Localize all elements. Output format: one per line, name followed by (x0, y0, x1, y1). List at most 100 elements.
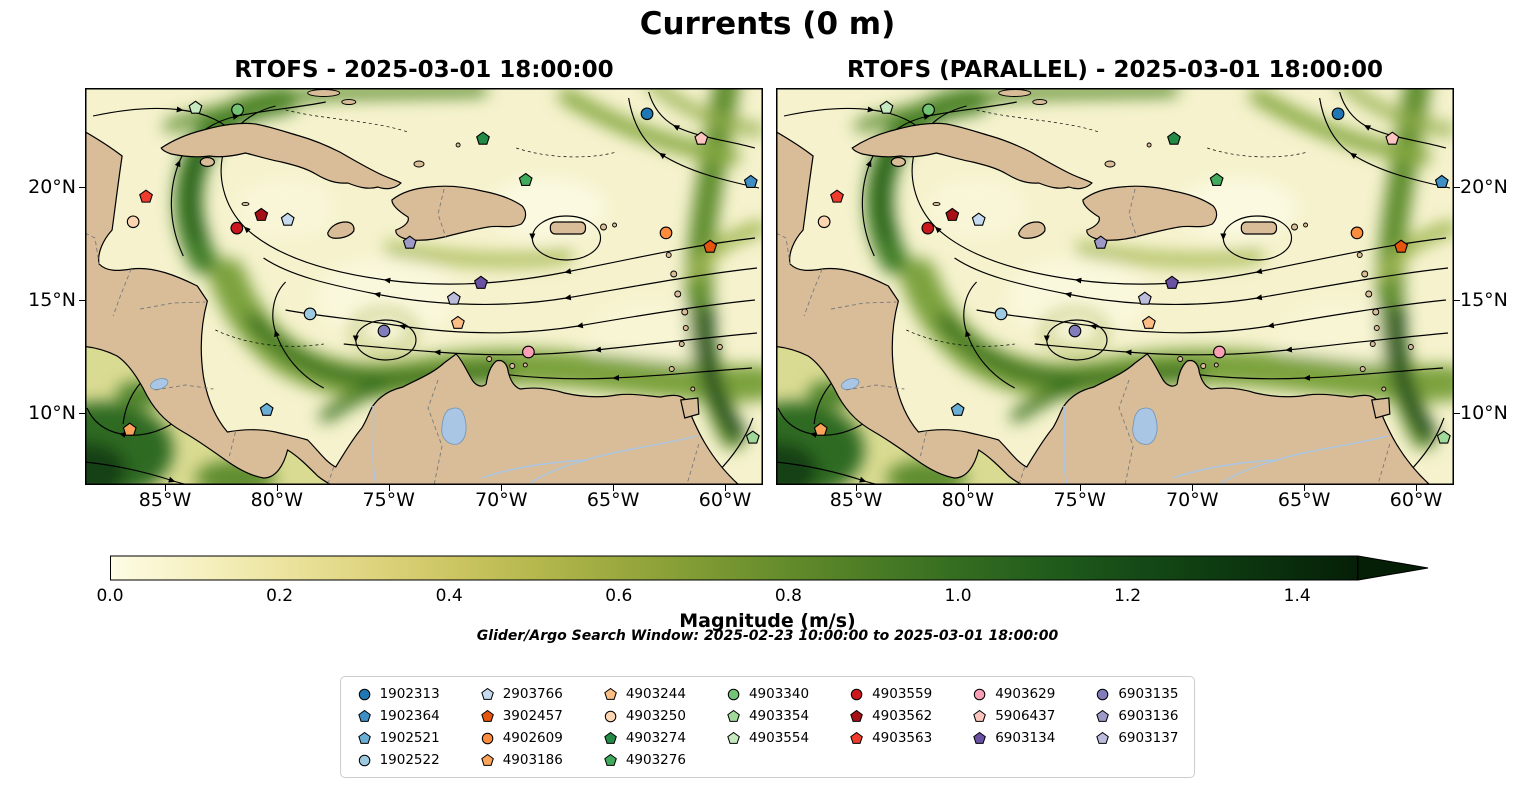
platform-marker-4903354 (1436, 430, 1451, 444)
colorbar-tick-label: 0.8 (774, 586, 802, 606)
y-tick-label: 15°N (28, 288, 76, 311)
y-tick-mark (79, 413, 85, 415)
pentagon-marker-icon (1096, 731, 1110, 744)
colorbar-tick-label: 1.4 (1283, 586, 1311, 606)
legend-entry-4903276: 4903276 (603, 750, 686, 770)
platform-marker-4903629 (1213, 345, 1226, 359)
colorbar (110, 555, 1429, 581)
platform-markers (122, 100, 760, 444)
legend-entry-label: 4903554 (748, 730, 810, 746)
x-tick-mark (276, 485, 278, 491)
legend-entry-label: 1902313 (379, 686, 440, 702)
x-tick-label: 75°W (1053, 489, 1106, 511)
legend-entry-4903186: 4903186 (480, 750, 563, 770)
legend-entry-label: 4903629 (995, 686, 1056, 702)
map-frame (776, 88, 1454, 485)
x-tick-mark (1079, 485, 1081, 491)
platform-marker-4903563 (139, 189, 153, 203)
pentagon-marker-icon (850, 709, 863, 722)
x-tick-mark (1192, 485, 1194, 491)
circle-marker-icon (481, 732, 493, 744)
circle-marker-icon (727, 688, 740, 700)
platform-marker-4903274 (476, 131, 490, 145)
platform-marker-5906437 (1385, 131, 1400, 145)
x-tick-label: 60°W (1389, 489, 1443, 511)
pentagon-marker-icon (603, 687, 617, 700)
platform-marker-3902457 (703, 239, 718, 253)
platform-marker-4903340 (922, 103, 935, 117)
island-hispaniola (1082, 185, 1218, 241)
legend-column: 6903135 6903136 6903137 (1095, 684, 1178, 770)
pentagon-marker-icon (480, 709, 494, 722)
legend-entry-label: 3902457 (502, 708, 563, 724)
islands-small (241, 89, 723, 392)
legend-entry-label: 6903136 (1118, 708, 1179, 724)
lake-nicaragua (841, 378, 860, 390)
map-frame (85, 88, 763, 485)
island-jamaica (1018, 221, 1046, 239)
platform-marker-4903274 (1167, 131, 1181, 145)
x-tick-label: 65°W (1277, 489, 1331, 511)
pentagon-marker-icon (727, 709, 740, 722)
islands-small (932, 89, 1414, 392)
legend-entry-4902609: 4902609 (480, 728, 563, 748)
legend-column: 1902313 1902364 1902521 1902522 (357, 684, 440, 770)
y-tick-label: 20°N (28, 175, 76, 198)
legend-entry-4903354: 4903354 (726, 706, 809, 726)
legend-entry-label: 4903562 (872, 708, 933, 724)
island-puerto-rico (549, 221, 587, 235)
platform-marker-4903554 (879, 100, 894, 114)
colorbar-tick-label: 0.0 (96, 586, 124, 606)
pentagon-marker-icon (973, 709, 987, 722)
pentagon-marker-icon (480, 687, 494, 700)
platform-marker-4902609 (1350, 226, 1364, 240)
platform-marker-4903250 (817, 215, 831, 229)
pentagon-marker-icon (603, 731, 617, 744)
colorbar-label: Magnitude (m/s) (679, 610, 856, 632)
platform-marker-4902609 (659, 226, 673, 240)
legend-entry-2903766: 2903766 (480, 684, 563, 704)
circle-marker-icon (358, 688, 370, 700)
y-tick-label: 15°N (1460, 288, 1508, 311)
platform-marker-1902522 (994, 307, 1008, 321)
country-borders (85, 188, 700, 485)
subplot-title-rtofs: RTOFS - 2025-03-01 18:00:00 (234, 57, 614, 83)
colorbar-tick-label: 0.6 (605, 586, 633, 606)
circle-marker-icon (358, 754, 370, 766)
rivers (372, 405, 697, 485)
circle-marker-icon (1097, 688, 1109, 700)
x-tick-mark (501, 485, 503, 491)
platform-marker-1902521 (259, 402, 274, 416)
platform-marker-1902521 (950, 402, 965, 416)
island-puerto-rico (1240, 221, 1278, 235)
legend-entry-4903340: 4903340 (726, 684, 809, 704)
bathymetry-contours (215, 109, 617, 347)
subplot-title-rtofs-parallel: RTOFS (PARALLEL) - 2025-03-01 18:00:00 (846, 57, 1384, 83)
legend-entry-label: 4903340 (748, 686, 810, 702)
x-tick-label: 60°W (698, 489, 752, 511)
search-window-annotation: Glider/Argo Search Window: 2025-02-23 10… (476, 628, 1059, 644)
platform-marker-5906437 (694, 131, 709, 145)
legend-column: 4903629 5906437 6903134 (972, 684, 1055, 770)
legend-entry-6903136: 6903136 (1095, 706, 1178, 726)
legend-entry-6903137: 6903137 (1095, 728, 1178, 748)
x-tick-label: 85°W (829, 489, 883, 511)
colorbar-tick-label: 0.2 (266, 586, 294, 606)
platform-marker-2903766 (280, 212, 295, 226)
x-tick-mark (725, 485, 727, 491)
colorbar-tick-label: 1.2 (1114, 586, 1142, 606)
circle-marker-icon (604, 710, 617, 722)
pentagon-marker-icon (357, 731, 371, 744)
legend-entry-4903244: 4903244 (603, 684, 686, 704)
platform-marker-6903134 (1165, 275, 1179, 289)
platform-marker-4903186 (122, 422, 137, 436)
platform-marker-1902313 (640, 107, 654, 121)
legend-entry-label: 4902609 (502, 730, 563, 746)
x-tick-mark (967, 485, 969, 491)
colorbar-tick-label: 0.4 (435, 586, 463, 606)
x-tick-label: 85°W (138, 489, 192, 511)
platform-marker-3902457 (1394, 239, 1409, 253)
platform-marker-1902522 (303, 307, 317, 321)
legend-entry-label: 1902521 (379, 730, 440, 746)
legend-entry-4903250: 4903250 (603, 706, 686, 726)
